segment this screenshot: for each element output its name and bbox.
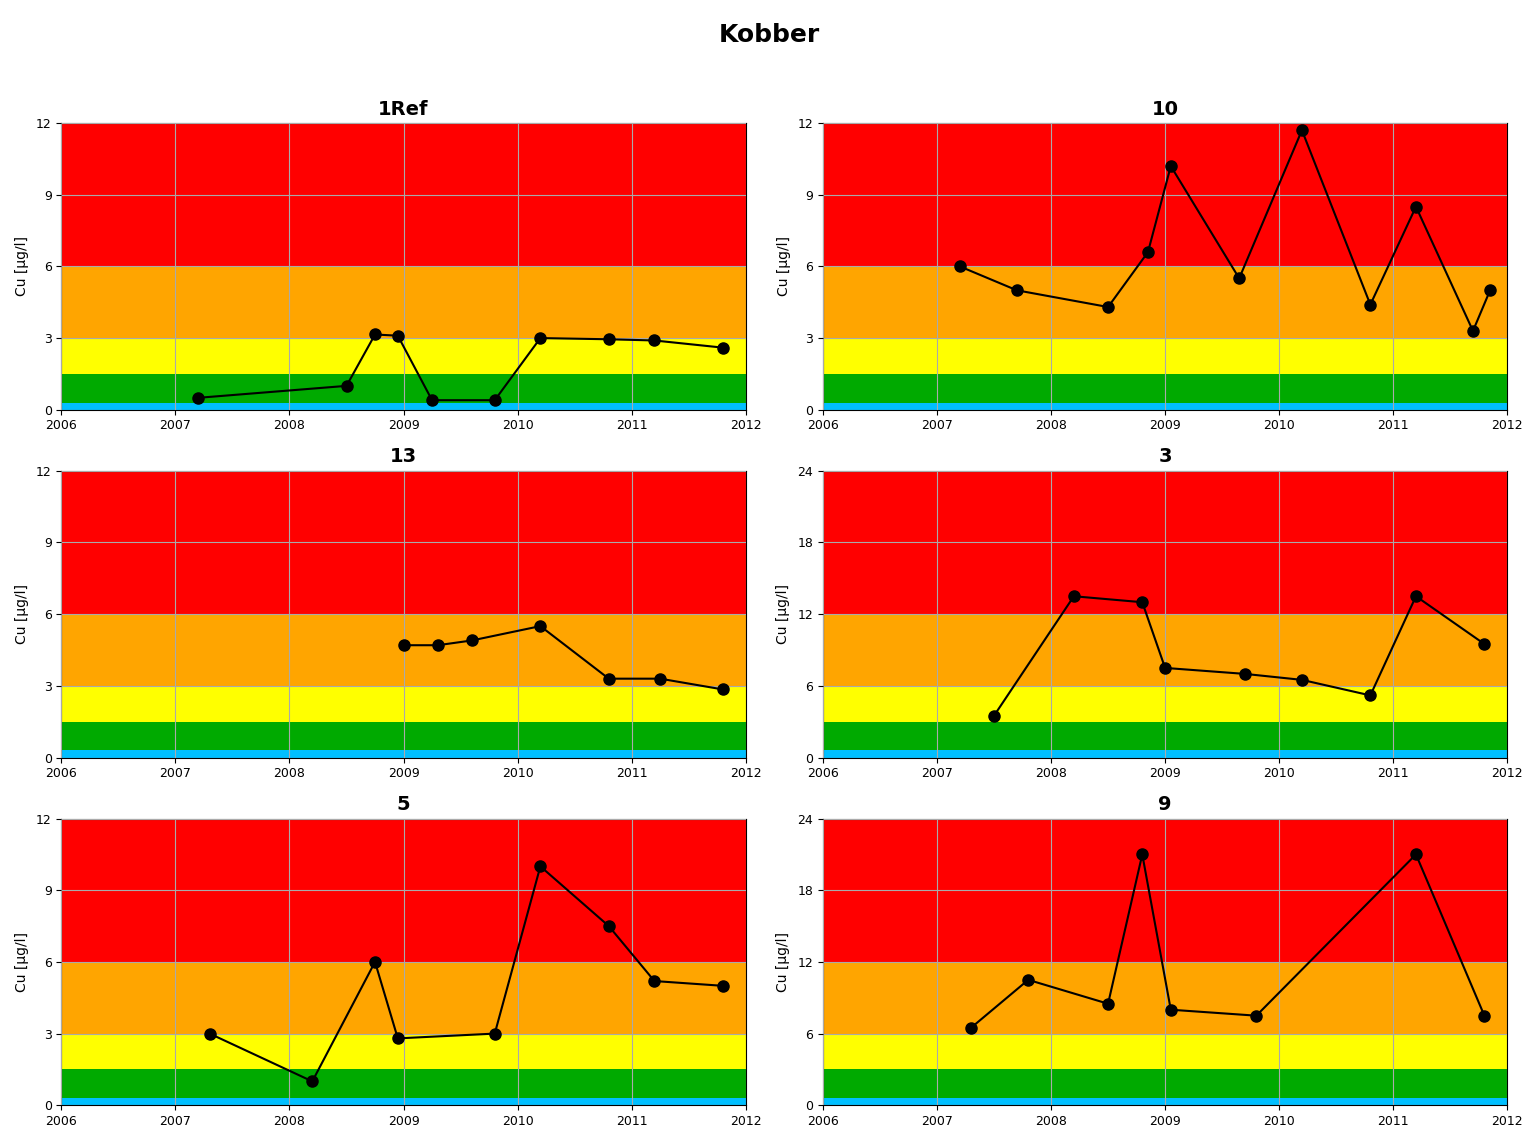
Bar: [823, 338, 1507, 374]
Bar: [823, 686, 1507, 721]
Bar: [62, 374, 746, 402]
Bar: [823, 750, 1507, 758]
Bar: [823, 471, 1507, 614]
Bar: [62, 614, 746, 686]
Bar: [823, 962, 1507, 1033]
Bar: [62, 750, 746, 758]
Bar: [62, 123, 746, 266]
Bar: [62, 471, 746, 614]
Title: 1Ref: 1Ref: [378, 99, 429, 119]
Bar: [823, 818, 1507, 962]
Bar: [823, 402, 1507, 409]
Y-axis label: Cu [µg/l]: Cu [µg/l]: [777, 932, 791, 992]
Bar: [62, 818, 746, 962]
Title: 13: 13: [391, 447, 417, 466]
Text: Kobber: Kobber: [718, 23, 820, 47]
Bar: [62, 1070, 746, 1098]
Bar: [823, 123, 1507, 266]
Bar: [62, 1033, 746, 1070]
Bar: [62, 962, 746, 1033]
Bar: [62, 1098, 746, 1105]
Bar: [62, 266, 746, 338]
Y-axis label: Cu [µg/l]: Cu [µg/l]: [777, 237, 791, 296]
Y-axis label: Cu [µg/l]: Cu [µg/l]: [15, 932, 29, 992]
Y-axis label: Cu [µg/l]: Cu [µg/l]: [15, 584, 29, 645]
Title: 9: 9: [1158, 796, 1172, 814]
Y-axis label: Cu [µg/l]: Cu [µg/l]: [777, 584, 791, 645]
Bar: [823, 1070, 1507, 1098]
Title: 10: 10: [1152, 99, 1178, 119]
Title: 3: 3: [1158, 447, 1172, 466]
Title: 5: 5: [397, 796, 411, 814]
Bar: [823, 374, 1507, 402]
Bar: [823, 266, 1507, 338]
Bar: [823, 1033, 1507, 1070]
Bar: [62, 402, 746, 409]
Bar: [62, 338, 746, 374]
Y-axis label: Cu [µg/l]: Cu [µg/l]: [15, 237, 29, 296]
Bar: [62, 686, 746, 721]
Bar: [823, 1098, 1507, 1105]
Bar: [823, 721, 1507, 750]
Bar: [823, 614, 1507, 686]
Bar: [62, 721, 746, 750]
